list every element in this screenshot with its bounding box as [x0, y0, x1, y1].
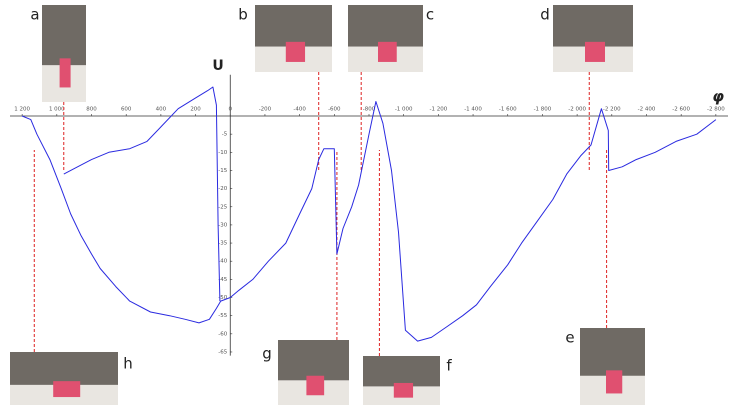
x-tick-label: -1 600: [499, 107, 517, 113]
data-line: [63, 86, 221, 302]
x-tick-label: 600: [121, 107, 132, 113]
y-tick-label: -65: [218, 349, 227, 355]
photo-object: [378, 41, 397, 62]
photo-object: [59, 58, 71, 88]
x-tick-label: 1 000: [49, 107, 65, 113]
x-tick-label: 400: [156, 107, 167, 113]
annotation-label: a: [30, 6, 39, 24]
photo: [363, 356, 440, 405]
x-tick-label: -2 200: [603, 107, 621, 113]
photo-object: [585, 41, 605, 62]
y-tick-label: -45: [218, 277, 227, 283]
x-tick-label: -2 600: [672, 107, 690, 113]
photo: [278, 340, 349, 405]
x-tick-label: -1 800: [534, 107, 552, 113]
y-tick-label: -15: [218, 168, 227, 174]
annotation-label: d: [540, 6, 550, 24]
x-tick-label: -1 200: [430, 107, 448, 113]
x-tick-label: -600: [328, 107, 341, 113]
x-tick-label: -2 000: [568, 107, 586, 113]
photo: [348, 5, 423, 72]
x-tick-label: 0: [229, 107, 233, 113]
photo-object: [285, 41, 306, 62]
x-tick-label: -1 400: [464, 107, 482, 113]
annotation-label: g: [262, 345, 272, 363]
x-tick-label: -1 000: [395, 107, 413, 113]
annotation-label: e: [565, 329, 574, 347]
y-tick-label: -35: [218, 241, 227, 247]
photo: [580, 328, 645, 405]
annotation-label: h: [123, 355, 133, 373]
x-tick-label: -2 800: [707, 107, 725, 113]
photo-object: [606, 370, 623, 394]
y-tick-label: -50: [218, 295, 227, 301]
y-tick-label: -30: [218, 222, 227, 228]
data-line: [21, 101, 717, 342]
y-tick-label: -40: [218, 259, 227, 265]
y-tick-label: -55: [218, 313, 227, 319]
photo: [553, 5, 633, 72]
annotation-label: c: [426, 6, 434, 24]
photo-object: [53, 381, 81, 398]
x-tick-label: -2 400: [638, 107, 656, 113]
y-tick-label: -60: [218, 331, 227, 337]
photo-object: [306, 375, 325, 396]
photo: [255, 5, 332, 72]
annotation-label: b: [238, 6, 248, 24]
y-tick-label: -25: [218, 204, 227, 210]
y-tick-label: -20: [218, 186, 227, 192]
x-tick-label: 800: [86, 107, 97, 113]
photo: [10, 352, 118, 405]
x-tick-label: -800: [363, 107, 376, 113]
x-tick-label: 1 200: [14, 107, 30, 113]
y-tick-label: -10: [218, 150, 227, 156]
y-axis-label: U: [212, 58, 223, 74]
annotation-label: f: [446, 357, 452, 375]
x-axis-label: φ: [712, 88, 724, 106]
x-tick-label: 200: [190, 107, 201, 113]
x-tick-label: -200: [259, 107, 272, 113]
x-tick-label: -400: [293, 107, 306, 113]
photo-object: [393, 382, 414, 398]
y-tick-label: -5: [222, 132, 228, 138]
photo: [42, 5, 86, 102]
